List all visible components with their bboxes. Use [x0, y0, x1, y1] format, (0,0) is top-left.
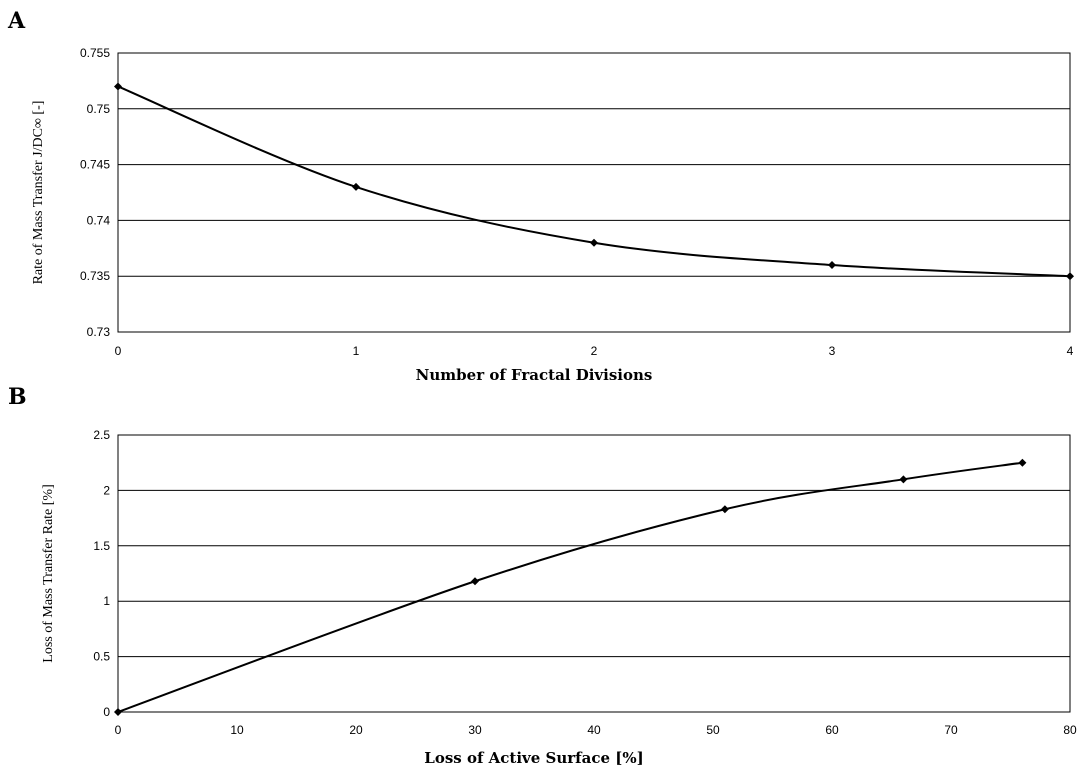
- y-tick-label: 0.755: [80, 46, 110, 60]
- x-tick-label: 2: [591, 344, 598, 358]
- y-tick-label: 0: [103, 705, 110, 719]
- y-tick-label: 0.73: [87, 325, 111, 339]
- data-point: [1018, 458, 1027, 467]
- x-tick-label: 4: [1067, 344, 1074, 358]
- series-line: [117, 461, 1023, 713]
- y-tick-label: 0.735: [80, 269, 110, 283]
- data-point: [352, 182, 360, 191]
- y-tick-label: 0.75: [87, 102, 111, 116]
- data-point: [114, 708, 122, 716]
- x-tick-label: 50: [706, 723, 720, 737]
- y-tick-label: 1: [103, 594, 110, 608]
- x-axis-title: Loss of Active Surface [%]: [424, 749, 643, 767]
- x-tick-label: 30: [468, 723, 482, 737]
- x-tick-label: 70: [944, 723, 958, 737]
- series-line: [117, 85, 1071, 278]
- y-tick-label: 1.5: [93, 539, 110, 553]
- x-axis-title: Number of Fractal Divisions: [416, 366, 653, 384]
- x-tick-label: 40: [587, 723, 601, 737]
- data-point: [1066, 272, 1074, 281]
- y-axis-title: Rate of Mass Transfer J/DC∞ [-]: [31, 101, 46, 285]
- y-tick-label: 0.5: [93, 650, 110, 664]
- x-tick-label: 10: [230, 723, 244, 737]
- y-axis-title: Loss of Mass Transfer Rate [%]: [41, 484, 56, 662]
- y-tick-label: 2: [103, 483, 110, 497]
- x-tick-label: 3: [829, 344, 836, 358]
- chart-panel-a: A 0.73 0.735 0.74 0.745 0.75 0.755 0 1 2 3 4 Number …: [7, 8, 1074, 384]
- data-point: [720, 505, 729, 514]
- plot-frame: [117, 52, 1071, 333]
- data-point: [590, 238, 598, 247]
- data-point: [471, 577, 479, 586]
- data-point: [828, 261, 836, 270]
- plot-frame: [117, 434, 1071, 713]
- y-tick-label: 0.74: [87, 213, 111, 227]
- y-tick-label: 0.745: [80, 158, 110, 172]
- chart-panel-b: B 0 0.5 1 1.5 2 2.5 0 10 20 30 40 50 60 70 80 Loss of Ac…: [8, 384, 1077, 767]
- panel-label: B: [8, 384, 27, 410]
- x-tick-label: 60: [825, 723, 839, 737]
- data-point: [899, 475, 908, 484]
- x-tick-label: 0: [115, 344, 122, 358]
- x-tick-label: 0: [115, 723, 122, 737]
- panel-label: A: [7, 8, 26, 34]
- data-point: [114, 82, 122, 91]
- x-tick-label: 80: [1063, 723, 1077, 737]
- x-tick-label: 1: [353, 344, 360, 358]
- x-tick-label: 20: [349, 723, 363, 737]
- y-tick-label: 2.5: [93, 428, 110, 442]
